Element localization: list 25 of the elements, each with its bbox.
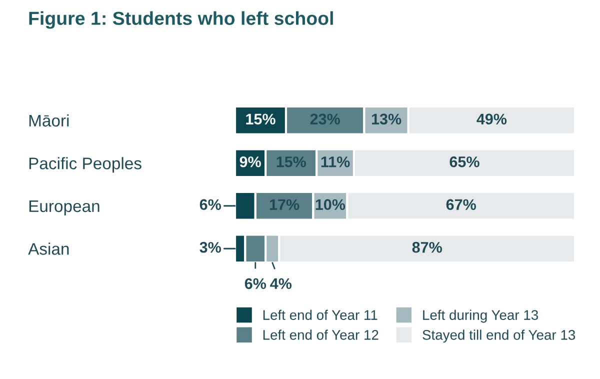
data-label: 65% xyxy=(450,156,480,168)
data-label: 11% xyxy=(321,156,350,168)
chart-title: Figure 1: Students who left school xyxy=(29,11,333,29)
legend-label: Left during Year 13 xyxy=(423,310,538,323)
data-label: 15% xyxy=(246,114,276,124)
data-label: 9% xyxy=(240,156,261,168)
data-label: 6% xyxy=(200,199,221,210)
y-tick-label: Māori xyxy=(29,114,69,127)
data-label: 49% xyxy=(476,114,507,124)
data-label: 13% xyxy=(372,114,402,124)
legend-label: Left end of Year 11 xyxy=(263,310,378,320)
data-label: 3% xyxy=(200,242,221,253)
data-label: 10% xyxy=(316,199,346,210)
data-label: 23% xyxy=(310,114,340,124)
data-label: 87% xyxy=(412,242,442,253)
data-label: 17% xyxy=(270,199,300,210)
y-tick-label: Pacific Peoples xyxy=(29,157,142,173)
legend-label: Left end of Year 12 xyxy=(263,330,378,340)
y-tick-label: European xyxy=(29,200,100,216)
y-tick-label: Asian xyxy=(28,242,69,255)
legend-label: Stayed till end of Year 13 xyxy=(422,330,576,343)
data-label: 4% xyxy=(270,278,292,290)
data-label: 15% xyxy=(276,156,306,168)
data-label: 67% xyxy=(446,199,476,210)
data-label: 6% xyxy=(244,278,266,290)
